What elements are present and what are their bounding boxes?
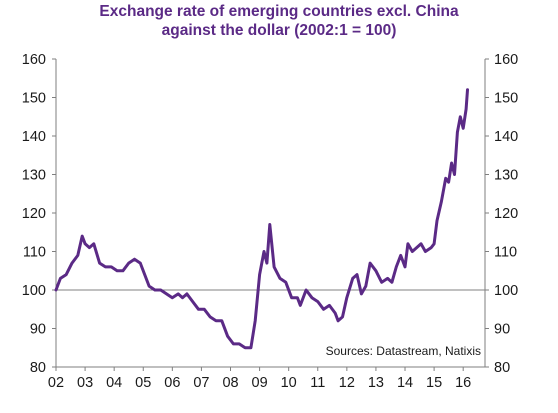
x-tick-label: 09 <box>252 375 268 391</box>
y-tick-label-right: 140 <box>494 129 518 145</box>
y-tick-label-left: 90 <box>30 322 46 338</box>
x-tick-label: 06 <box>164 375 180 391</box>
y-tick-label-right: 150 <box>494 91 518 107</box>
y-tick-label-left: 120 <box>22 206 46 222</box>
y-tick-label-left: 110 <box>23 245 46 261</box>
x-tick-label: 10 <box>281 375 297 391</box>
chart-title: Exchange rate of emerging countries excl… <box>0 2 558 40</box>
y-tick-label-right: 130 <box>494 168 518 184</box>
x-tick-label: 16 <box>455 375 471 391</box>
x-tick-label: 11 <box>310 375 325 391</box>
y-tick-label-right: 120 <box>494 206 518 222</box>
chart-title-line-2: against the dollar (2002:1 = 100) <box>161 22 397 39</box>
y-tick-label-right: 80 <box>494 360 510 376</box>
x-tick-label: 03 <box>77 375 93 391</box>
y-tick-label-right: 110 <box>494 245 517 261</box>
y-tick-label-left: 150 <box>22 91 46 107</box>
y-tick-label-right: 100 <box>494 283 518 299</box>
x-tick-label: 15 <box>426 375 442 391</box>
x-tick-label: 14 <box>397 375 413 391</box>
chart-title-line-1: Exchange rate of emerging countries excl… <box>99 3 459 20</box>
y-tick-label-left: 130 <box>22 168 46 184</box>
y-tick-label-right: 160 <box>494 52 518 68</box>
x-tick-label: 04 <box>106 375 122 391</box>
chart-axes: 80 80 90 90 100 100 110 110 120 120 130 130 140 140 15… <box>22 52 518 391</box>
y-tick-label-left: 140 <box>22 129 46 145</box>
x-tick-label: 07 <box>193 375 209 391</box>
x-tick-label: 08 <box>222 375 238 391</box>
y-tick-label-left: 80 <box>30 360 46 376</box>
series-line <box>54 88 469 350</box>
y-tick-label-left: 160 <box>22 52 46 68</box>
y-tick-label-left: 100 <box>22 283 46 299</box>
source-note: Sources: Datastream, Natixis <box>326 344 481 358</box>
x-tick-label: 02 <box>48 375 64 391</box>
y-tick-label-right: 90 <box>494 322 510 338</box>
x-tick-label: 13 <box>368 375 384 391</box>
x-tick-label: 05 <box>135 375 151 391</box>
x-tick-label: 12 <box>339 375 355 391</box>
